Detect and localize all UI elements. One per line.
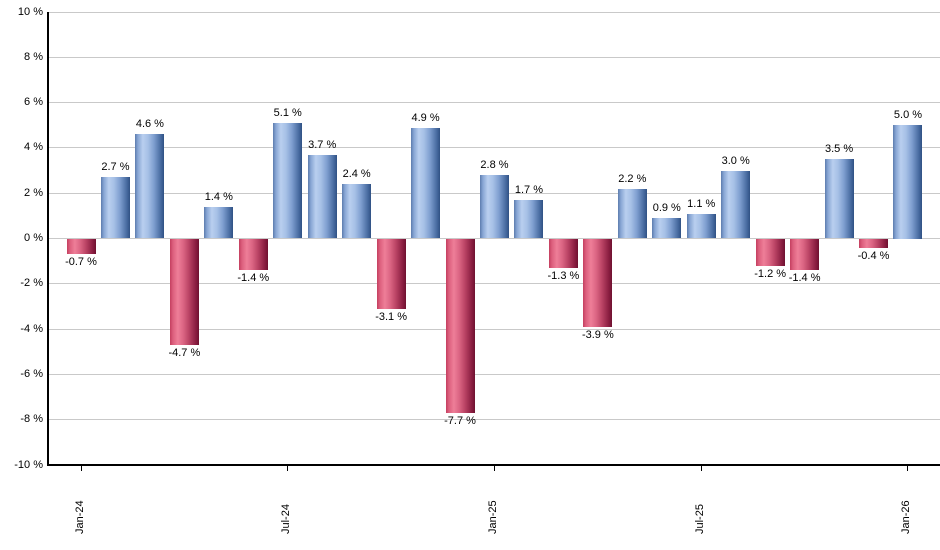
bar-nov-24 [411, 127, 441, 239]
bar-value-label-jun-25: 0.9 % [652, 202, 681, 215]
x-axis-tick [907, 466, 909, 471]
bar-value-label-jan-24: -0.7 % [65, 256, 97, 269]
bar-value-label-may-25: 2.2 % [618, 172, 647, 185]
x-axis-tick-label: Jul-25 [693, 504, 706, 534]
bar-may-24 [204, 206, 234, 239]
y-axis-line [47, 12, 49, 466]
bar-value-label-mar-25: -1.3 % [547, 269, 580, 282]
bar-value-label-dec-25: -0.4 % [857, 249, 890, 262]
y-axis-tick-label: 4 % [24, 141, 43, 154]
gridline [48, 419, 940, 421]
bar-jan-26 [893, 125, 923, 239]
y-axis-tick-label: -2 % [20, 277, 43, 290]
bar-value-label-dec-24: -7.7 % [444, 414, 476, 427]
bar-value-label-apr-24: -4.7 % [168, 346, 201, 359]
bar-dec-24 [445, 238, 475, 413]
bar-oct-24 [376, 238, 406, 309]
x-axis-tick-label: Jan-26 [900, 500, 913, 534]
bar-value-label-sep-25: -1.2 % [754, 267, 787, 280]
bar-sep-24 [342, 184, 372, 239]
y-axis-tick-label: -6 % [20, 367, 43, 380]
bar-value-label-sep-24: 2.4 % [342, 168, 371, 181]
bar-apr-25 [583, 238, 613, 327]
bar-value-label-nov-24: 4.9 % [411, 111, 440, 124]
bar-feb-24 [100, 177, 130, 239]
bar-value-label-jan-26: 5.0 % [893, 109, 923, 122]
bar-value-label-mar-24: 4.6 % [135, 118, 164, 131]
bar-aug-24 [307, 154, 337, 239]
bar-value-label-aug-24: 3.7 % [308, 138, 337, 151]
x-axis-tick-label: Jan-24 [73, 500, 86, 534]
gridline [48, 102, 940, 104]
bar-jun-25 [652, 218, 682, 239]
gridline [48, 238, 940, 239]
bar-value-label-oct-24: -3.1 % [375, 310, 407, 323]
bar-jan-25 [479, 175, 509, 239]
bar-value-label-aug-25: 3.0 % [721, 154, 750, 167]
gridline [48, 147, 940, 149]
y-axis-tick-label: 2 % [24, 186, 43, 199]
bar-jul-24 [273, 122, 303, 239]
bar-jul-25 [686, 213, 716, 239]
gridline [48, 373, 940, 375]
y-axis-tick-label: 0 % [24, 232, 43, 244]
bar-mar-25 [548, 238, 578, 268]
bar-jan-24 [66, 238, 96, 255]
bar-value-label-jun-24: -1.4 % [237, 272, 270, 285]
bar-jun-24 [238, 238, 268, 271]
bar-value-label-feb-24: 2.7 % [101, 161, 130, 174]
x-axis-line [47, 464, 940, 466]
bar-value-label-nov-25: 3.5 % [824, 143, 854, 156]
bar-value-label-jan-25: 2.8 % [480, 159, 509, 172]
gridline [48, 56, 940, 58]
x-axis-tick-label: Jul-24 [280, 504, 293, 534]
bar-nov-25 [824, 159, 854, 239]
bar-oct-25 [790, 238, 820, 271]
bar-apr-24 [169, 238, 199, 345]
y-axis-tick-label: -4 % [20, 322, 43, 335]
gridline [48, 328, 940, 330]
y-axis-tick-label: 10 % [17, 5, 43, 18]
bar-feb-25 [514, 199, 544, 239]
bar-value-label-jul-24: 5.1 % [273, 106, 302, 119]
bar-value-label-oct-25: -1.4 % [788, 272, 821, 285]
y-axis-tick-label: 6 % [24, 96, 43, 109]
x-axis-tick [80, 466, 82, 471]
bar-value-label-jul-25: 1.1 % [687, 197, 716, 210]
x-axis-tick [287, 466, 289, 471]
bar-value-label-may-24: 1.4 % [204, 190, 233, 203]
bar-value-label-apr-25: -3.9 % [581, 328, 614, 341]
gridline [48, 11, 940, 13]
bar-mar-24 [135, 134, 165, 239]
y-axis-tick-label: 8 % [24, 50, 43, 63]
bar-sep-25 [755, 238, 785, 266]
x-axis-tick [493, 466, 495, 471]
y-axis-tick-label: -10 % [14, 458, 43, 471]
bar-dec-25 [859, 238, 889, 248]
bar-value-label-feb-25: 1.7 % [514, 183, 544, 196]
gridline [48, 283, 940, 285]
bar-aug-25 [721, 170, 751, 239]
bar-may-25 [617, 188, 647, 239]
x-axis-tick-label: Jan-25 [486, 500, 499, 534]
x-axis-tick [700, 466, 702, 471]
y-axis-tick-label: -8 % [20, 413, 43, 426]
